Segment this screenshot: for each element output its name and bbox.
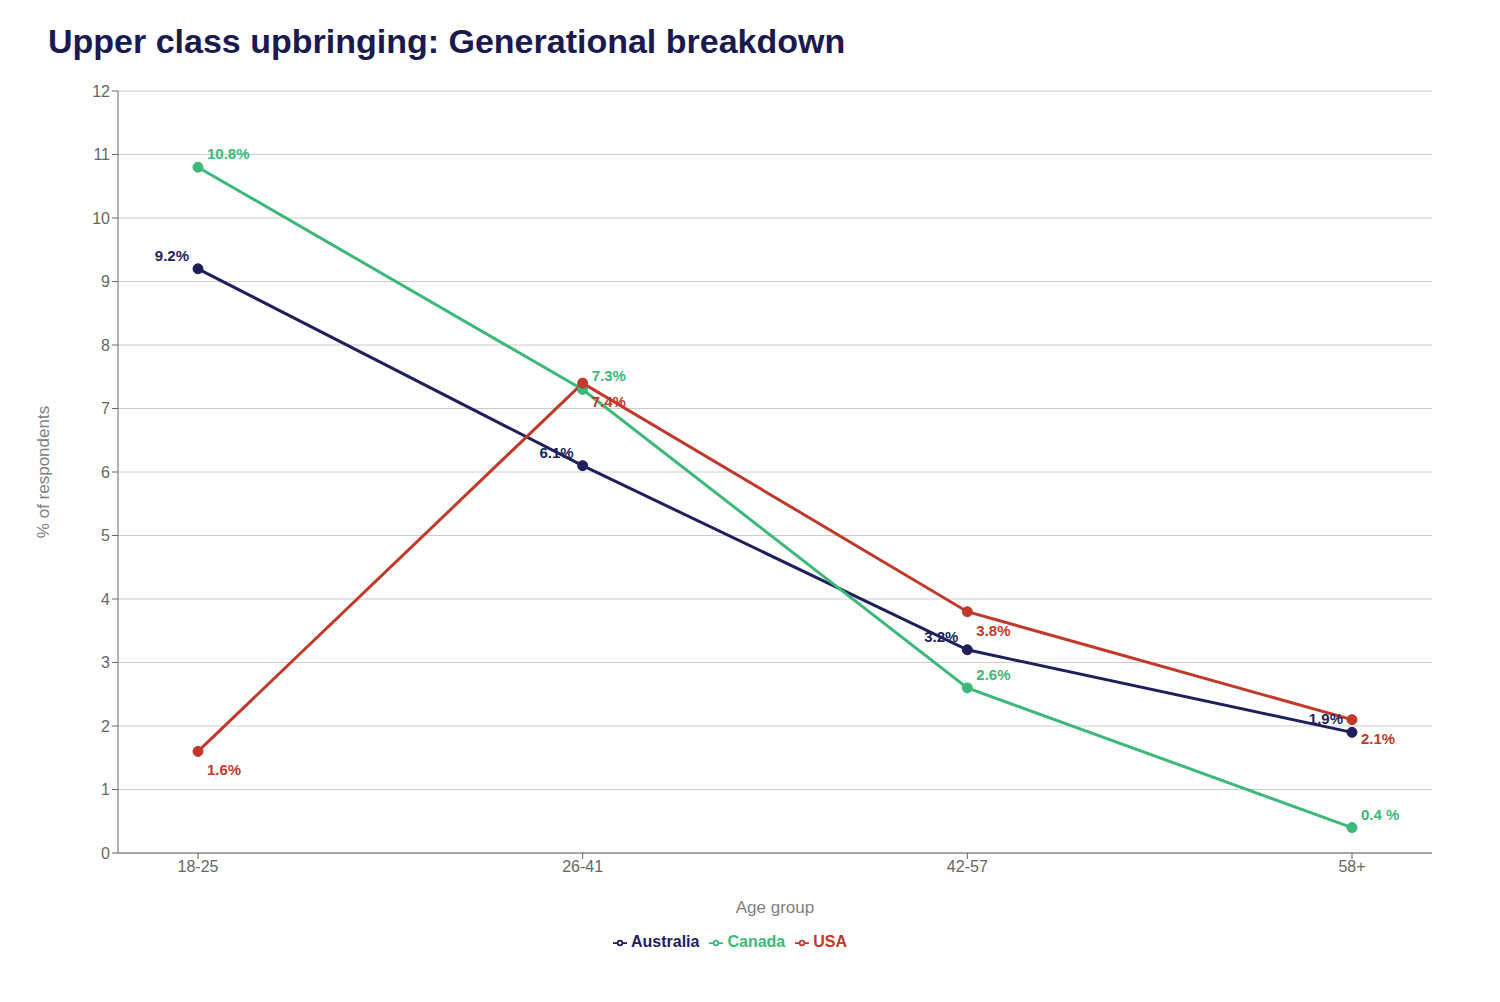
svg-text:2.1%: 2.1% — [1361, 730, 1395, 747]
svg-text:2.6%: 2.6% — [976, 666, 1010, 683]
html-text:Canada: Canada — [727, 933, 786, 950]
svg-text:42-57: 42-57 — [947, 858, 988, 875]
svg-text:1.6%: 1.6% — [207, 761, 241, 778]
svg-text:6: 6 — [101, 464, 110, 481]
svg-text:6.1%: 6.1% — [539, 444, 573, 461]
svg-text:5: 5 — [101, 527, 110, 544]
svg-text:12: 12 — [92, 83, 110, 100]
html-text:USA: USA — [813, 933, 847, 950]
html-text:Australia: Australia — [631, 933, 700, 950]
svg-text:11: 11 — [93, 146, 110, 163]
svg-text:9.2%: 9.2% — [155, 247, 189, 264]
svg-text:10.8%: 10.8% — [207, 145, 250, 162]
svg-text:4: 4 — [101, 591, 110, 608]
html-text:Upper class upbringing: Genera: Upper class upbringing: Generational bre… — [48, 22, 846, 60]
svg-text:26-41: 26-41 — [562, 858, 603, 875]
svg-text:8: 8 — [101, 337, 110, 354]
svg-text:% of respondents: % of respondents — [34, 406, 53, 538]
svg-text:10: 10 — [92, 210, 110, 227]
svg-text:58+: 58+ — [1338, 858, 1365, 875]
svg-text:3: 3 — [101, 654, 110, 671]
svg-text:1.9%: 1.9% — [1309, 710, 1343, 727]
svg-text:7: 7 — [101, 400, 110, 417]
svg-text:9: 9 — [101, 273, 110, 290]
svg-text:18-25: 18-25 — [178, 858, 219, 875]
svg-text:7.4%: 7.4% — [592, 393, 626, 410]
svg-text:1: 1 — [101, 781, 110, 798]
svg-text:3.8%: 3.8% — [976, 622, 1010, 639]
svg-text:3.2%: 3.2% — [924, 628, 958, 645]
svg-text:2: 2 — [101, 718, 110, 735]
svg-text:Age group: Age group — [736, 898, 814, 917]
svg-text:7.3%: 7.3% — [592, 367, 626, 384]
svg-text:0.4 %: 0.4 % — [1361, 806, 1399, 823]
svg-text:0: 0 — [101, 845, 110, 862]
